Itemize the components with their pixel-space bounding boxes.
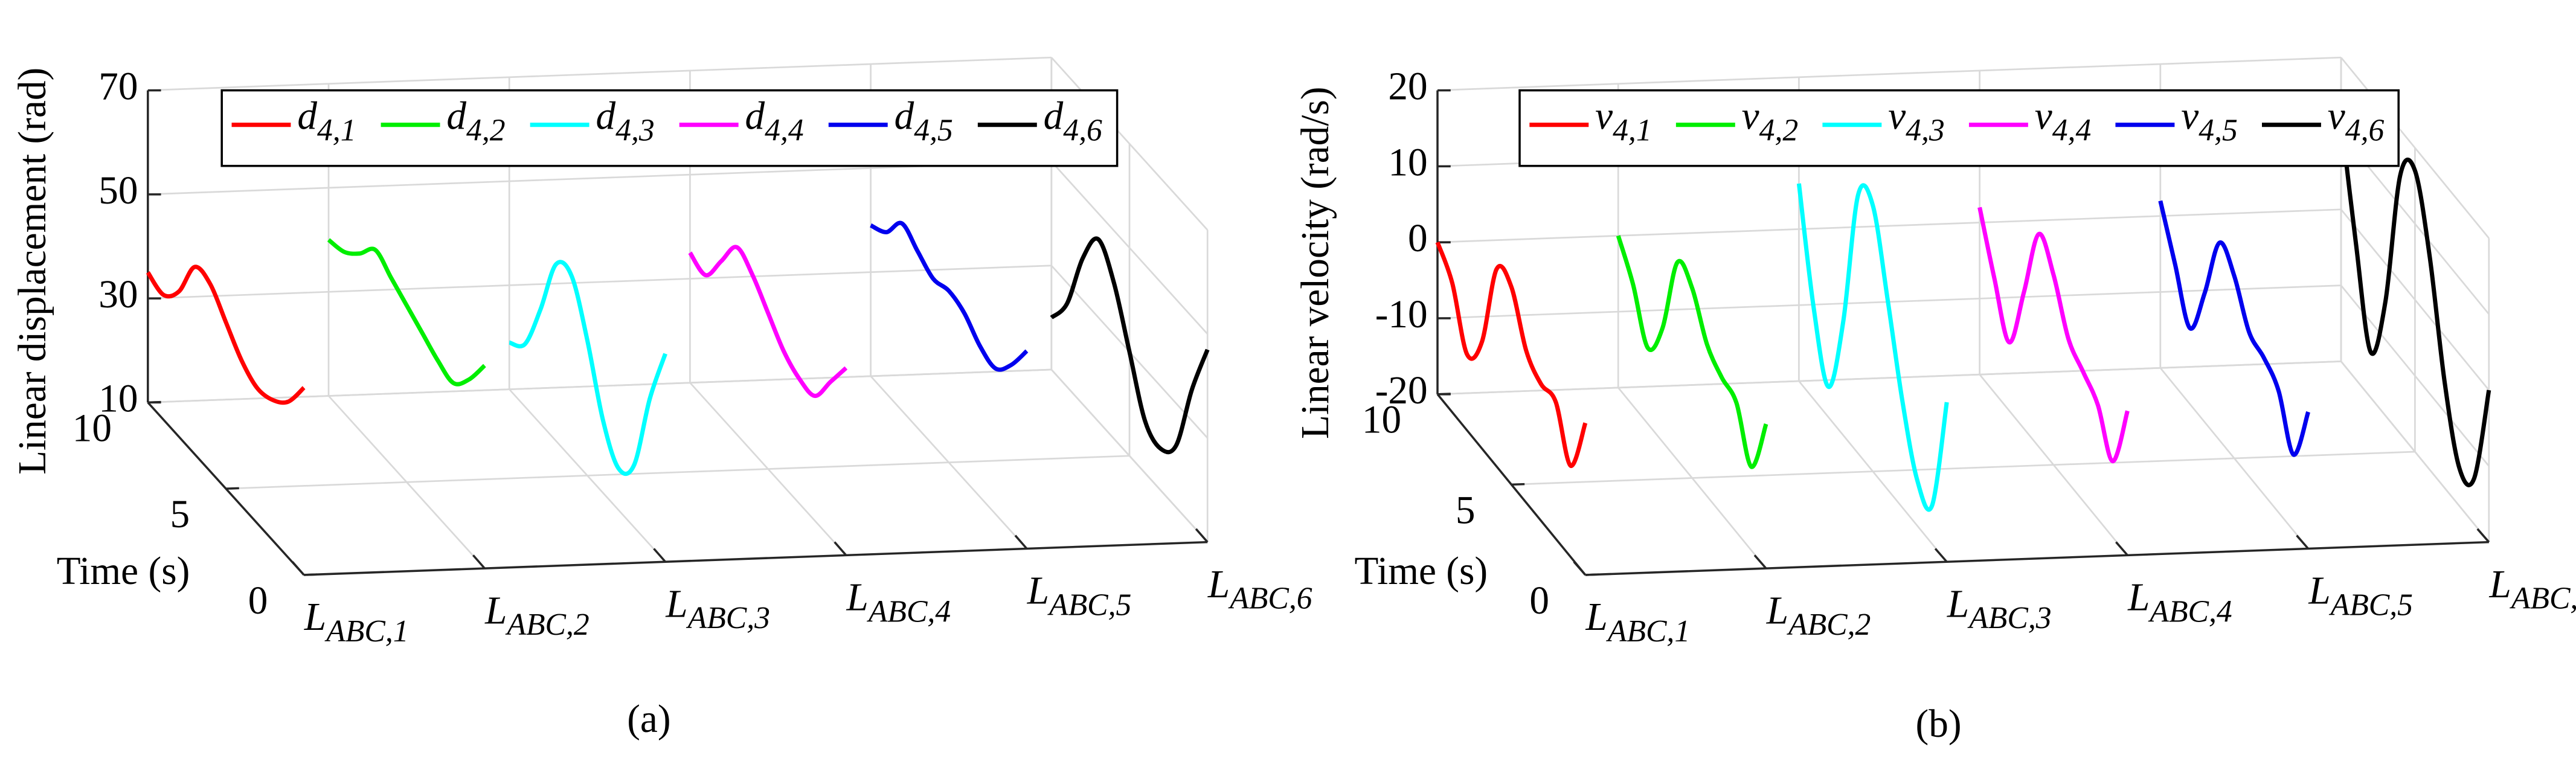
panel-label: (b) bbox=[1916, 702, 1962, 746]
time-tick-label: 0 bbox=[1529, 579, 1549, 623]
z-tick-label: 50 bbox=[98, 169, 138, 213]
category-label: LABC,1 bbox=[1585, 595, 1691, 649]
time-tick-label: 0 bbox=[248, 579, 268, 623]
grid-line bbox=[147, 56, 1052, 91]
grid-line bbox=[1050, 57, 1209, 231]
category-label: LABC,2 bbox=[484, 589, 589, 642]
category-tick bbox=[2296, 534, 2309, 550]
series-line bbox=[327, 238, 486, 387]
legend-label: v4,3 bbox=[1888, 95, 1945, 148]
time-tick-label: 10 bbox=[1362, 399, 1401, 442]
z-tick-label: 30 bbox=[98, 273, 138, 316]
time-tick bbox=[1585, 573, 1599, 576]
category-label: LABC,5 bbox=[1027, 569, 1132, 623]
time-tick-label: 5 bbox=[1456, 489, 1476, 532]
category-label: LABC,4 bbox=[2127, 576, 2232, 629]
z-tick-label: 10 bbox=[98, 377, 138, 420]
legend-label: d4,5 bbox=[895, 95, 953, 148]
grid-line bbox=[2340, 57, 2490, 239]
time-tick bbox=[147, 400, 161, 404]
series-line bbox=[688, 245, 848, 399]
z-tick-label: -20 bbox=[1375, 369, 1428, 412]
legend-label: d4,1 bbox=[297, 95, 356, 148]
category-label: LABC,3 bbox=[1947, 582, 2052, 635]
grid-line bbox=[1050, 369, 1209, 543]
category-tick bbox=[834, 541, 847, 556]
legend-box bbox=[1518, 89, 2400, 167]
category-label: LABC,6 bbox=[2489, 563, 2576, 616]
category-label: LABC,2 bbox=[1766, 589, 1871, 642]
legend-box bbox=[220, 89, 1119, 167]
category-tick bbox=[291, 561, 305, 576]
grid-line bbox=[2340, 208, 2490, 391]
grid-line bbox=[1511, 451, 2415, 486]
grid-line bbox=[147, 368, 1052, 403]
category-label: LABC,4 bbox=[846, 576, 951, 629]
z-tick-label: 0 bbox=[1408, 217, 1428, 260]
grid-line bbox=[1437, 56, 2342, 91]
legend-label: v4,1 bbox=[1595, 95, 1652, 148]
time-tick-label: 5 bbox=[170, 493, 190, 536]
category-tick bbox=[2476, 528, 2490, 543]
grid-line bbox=[1437, 361, 2342, 396]
legend-label: d4,3 bbox=[596, 95, 654, 148]
series-line bbox=[1050, 236, 1210, 455]
category-tick bbox=[1753, 554, 1767, 569]
category-axis bbox=[1585, 541, 2489, 576]
grid-line bbox=[147, 265, 1052, 300]
legend-label: d4,2 bbox=[446, 95, 505, 148]
series-line bbox=[2339, 118, 2491, 487]
panel-label: (a) bbox=[627, 698, 670, 741]
time-tick bbox=[225, 487, 239, 490]
category-tick bbox=[472, 554, 486, 569]
series-line bbox=[1977, 207, 2130, 464]
grid-line bbox=[1050, 161, 1209, 335]
grid-line bbox=[1437, 208, 2342, 243]
legend-label: d4,6 bbox=[1044, 95, 1102, 148]
time-tick bbox=[1511, 483, 1525, 486]
series-line bbox=[1796, 183, 1949, 512]
z-axis-label: Linear velocity (rad/s) bbox=[1294, 86, 1337, 439]
category-tick bbox=[653, 548, 666, 563]
category-tick bbox=[1014, 534, 1028, 550]
category-tick bbox=[1195, 528, 1209, 543]
z-tick-label: 70 bbox=[98, 65, 138, 109]
time-tick bbox=[304, 573, 318, 576]
legend-label: v4,5 bbox=[2181, 95, 2238, 148]
grid-line bbox=[2340, 361, 2490, 543]
legend-label: v4,6 bbox=[2328, 95, 2385, 148]
time-axis-label: Time (s) bbox=[57, 550, 190, 593]
category-label: LABC,1 bbox=[304, 595, 409, 649]
grid-line bbox=[147, 161, 1052, 196]
category-label: LABC,6 bbox=[1207, 563, 1312, 616]
time-tick-label: 10 bbox=[72, 406, 112, 450]
grid-line bbox=[225, 455, 1130, 490]
series-line bbox=[509, 260, 667, 476]
z-tick-label: -10 bbox=[1375, 293, 1428, 336]
legend-label: d4,4 bbox=[745, 95, 804, 148]
series-line bbox=[1435, 241, 1588, 468]
category-tick bbox=[1934, 548, 1948, 563]
z-tick-label: 20 bbox=[1388, 65, 1427, 109]
time-axis-label: Time (s) bbox=[1355, 550, 1488, 593]
series-line bbox=[869, 220, 1029, 372]
category-tick bbox=[2115, 541, 2128, 556]
z-axis-label: Linear displacement (rad) bbox=[11, 68, 54, 475]
category-tick bbox=[1573, 561, 1587, 576]
series-line bbox=[1616, 235, 1768, 469]
category-label: LABC,3 bbox=[665, 582, 770, 635]
category-axis bbox=[304, 541, 1208, 576]
series-line bbox=[2158, 200, 2311, 457]
series-line bbox=[146, 265, 306, 405]
legend-label: v4,4 bbox=[2035, 95, 2092, 148]
legend-label: v4,2 bbox=[1742, 95, 1799, 148]
z-tick-label: 10 bbox=[1388, 141, 1427, 184]
category-label: LABC,5 bbox=[2308, 569, 2413, 623]
